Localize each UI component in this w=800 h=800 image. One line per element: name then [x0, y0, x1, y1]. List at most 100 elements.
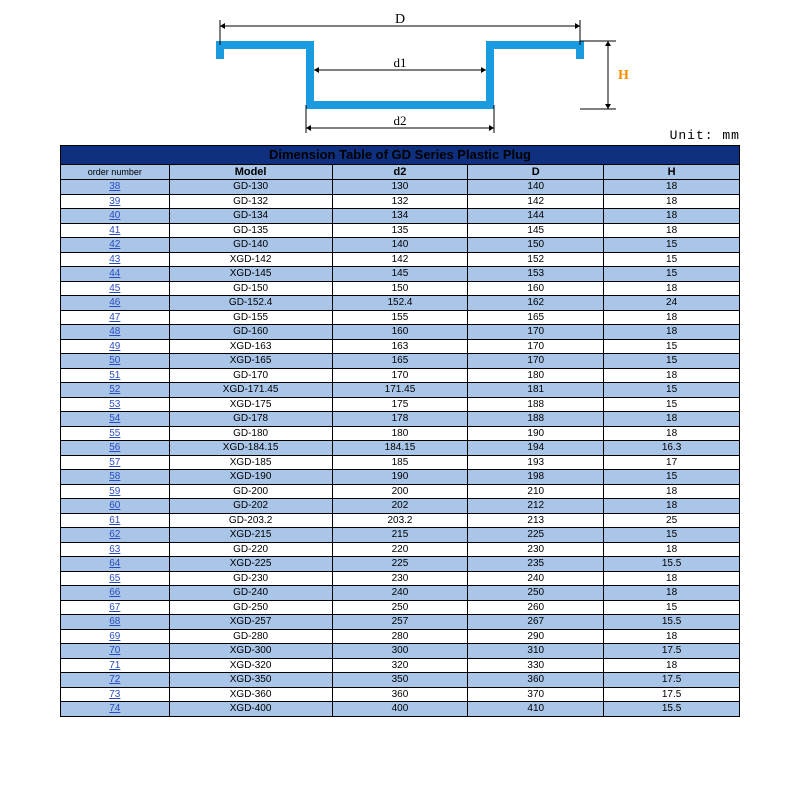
cell-order[interactable]: 39 — [61, 194, 170, 209]
cell-order[interactable]: 56 — [61, 441, 170, 456]
cell-order[interactable]: 67 — [61, 600, 170, 615]
cell-D: 188 — [468, 397, 604, 412]
cell-model: GD-150 — [169, 281, 332, 296]
cell-order[interactable]: 48 — [61, 325, 170, 340]
cell-order[interactable]: 61 — [61, 513, 170, 528]
col-model: Model — [169, 164, 332, 180]
cell-D: 210 — [468, 484, 604, 499]
cell-d2: 145 — [332, 267, 468, 282]
cell-H: 18 — [604, 194, 740, 209]
cell-order[interactable]: 55 — [61, 426, 170, 441]
cell-order[interactable]: 45 — [61, 281, 170, 296]
cell-D: 145 — [468, 223, 604, 238]
cell-H: 17.5 — [604, 687, 740, 702]
cell-order[interactable]: 72 — [61, 673, 170, 688]
cell-H: 18 — [604, 310, 740, 325]
cell-d2: 155 — [332, 310, 468, 325]
cell-order[interactable]: 59 — [61, 484, 170, 499]
table-title: Dimension Table of GD Series Plastic Plu… — [61, 146, 740, 165]
cell-D: 162 — [468, 296, 604, 311]
cell-d2: 250 — [332, 600, 468, 615]
cell-order[interactable]: 51 — [61, 368, 170, 383]
cell-H: 15 — [604, 397, 740, 412]
cell-D: 165 — [468, 310, 604, 325]
cell-H: 18 — [604, 325, 740, 340]
cell-D: 160 — [468, 281, 604, 296]
cell-order[interactable]: 46 — [61, 296, 170, 311]
cell-order[interactable]: 41 — [61, 223, 170, 238]
cell-order[interactable]: 38 — [61, 180, 170, 195]
cell-d2: 165 — [332, 354, 468, 369]
cell-order[interactable]: 47 — [61, 310, 170, 325]
table-row: 66GD-24024025018 — [61, 586, 740, 601]
cell-H: 18 — [604, 542, 740, 557]
cell-d2: 230 — [332, 571, 468, 586]
cell-order[interactable]: 58 — [61, 470, 170, 485]
cell-d2: 280 — [332, 629, 468, 644]
cell-D: 190 — [468, 426, 604, 441]
cell-H: 18 — [604, 281, 740, 296]
table-row: 44XGD-14514515315 — [61, 267, 740, 282]
cell-D: 140 — [468, 180, 604, 195]
cell-d2: 185 — [332, 455, 468, 470]
cell-order[interactable]: 71 — [61, 658, 170, 673]
cell-model: XGD-163 — [169, 339, 332, 354]
cell-model: GD-170 — [169, 368, 332, 383]
cell-H: 15 — [604, 470, 740, 485]
cell-order[interactable]: 73 — [61, 687, 170, 702]
table-row: 41GD-13513514518 — [61, 223, 740, 238]
cell-order[interactable]: 64 — [61, 557, 170, 572]
cell-model: XGD-225 — [169, 557, 332, 572]
cell-order[interactable]: 43 — [61, 252, 170, 267]
cell-model: XGD-300 — [169, 644, 332, 659]
cell-order[interactable]: 68 — [61, 615, 170, 630]
cell-order[interactable]: 65 — [61, 571, 170, 586]
cell-order[interactable]: 69 — [61, 629, 170, 644]
cell-order[interactable]: 49 — [61, 339, 170, 354]
cell-model: XGD-215 — [169, 528, 332, 543]
cell-order[interactable]: 42 — [61, 238, 170, 253]
cell-order[interactable]: 66 — [61, 586, 170, 601]
cell-order[interactable]: 63 — [61, 542, 170, 557]
cell-D: 410 — [468, 702, 604, 717]
cell-order[interactable]: 62 — [61, 528, 170, 543]
cell-D: 193 — [468, 455, 604, 470]
cell-H: 18 — [604, 586, 740, 601]
cell-model: XGD-320 — [169, 658, 332, 673]
cell-order[interactable]: 54 — [61, 412, 170, 427]
cell-model: XGD-185 — [169, 455, 332, 470]
cell-model: GD-160 — [169, 325, 332, 340]
cell-H: 18 — [604, 499, 740, 514]
cell-model: XGD-145 — [169, 267, 332, 282]
cell-d2: 132 — [332, 194, 468, 209]
table-row: 57XGD-18518519317 — [61, 455, 740, 470]
table-row: 69GD-28028029018 — [61, 629, 740, 644]
table-row: 62XGD-21521522515 — [61, 528, 740, 543]
unit-label: Unit: mm — [670, 128, 740, 143]
cell-D: 290 — [468, 629, 604, 644]
cell-model: GD-240 — [169, 586, 332, 601]
cell-d2: 170 — [332, 368, 468, 383]
cell-H: 18 — [604, 571, 740, 586]
cell-model: XGD-190 — [169, 470, 332, 485]
table-row: 63GD-22022023018 — [61, 542, 740, 557]
svg-text:D: D — [395, 12, 405, 27]
cell-model: GD-130 — [169, 180, 332, 195]
table-row: 70XGD-30030031017.5 — [61, 644, 740, 659]
cell-order[interactable]: 44 — [61, 267, 170, 282]
cell-model: XGD-350 — [169, 673, 332, 688]
cell-d2: 240 — [332, 586, 468, 601]
cell-H: 15 — [604, 354, 740, 369]
cell-order[interactable]: 60 — [61, 499, 170, 514]
cell-order[interactable]: 70 — [61, 644, 170, 659]
cell-order[interactable]: 53 — [61, 397, 170, 412]
cell-order[interactable]: 52 — [61, 383, 170, 398]
cell-order[interactable]: 74 — [61, 702, 170, 717]
cell-H: 18 — [604, 484, 740, 499]
cell-D: 170 — [468, 325, 604, 340]
cell-order[interactable]: 40 — [61, 209, 170, 224]
cell-order[interactable]: 57 — [61, 455, 170, 470]
cell-d2: 215 — [332, 528, 468, 543]
cell-model: GD-180 — [169, 426, 332, 441]
cell-order[interactable]: 50 — [61, 354, 170, 369]
